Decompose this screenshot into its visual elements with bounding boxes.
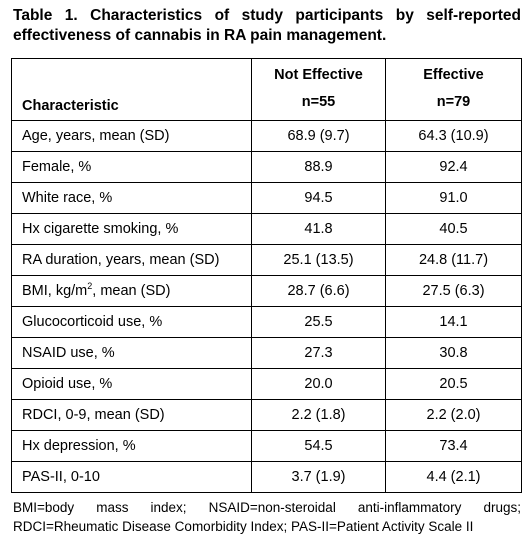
cell-effective: 14.1 bbox=[385, 306, 522, 338]
cell-not-effective: 25.5 bbox=[251, 306, 386, 338]
table-footnote: BMI=body mass index; NSAID=non-steroidal… bbox=[13, 500, 521, 534]
cell-effective: 30.8 bbox=[385, 337, 522, 369]
cell-not-effective: 27.3 bbox=[251, 337, 386, 369]
cell-not-effective: 2.2 (1.8) bbox=[251, 399, 386, 431]
row-label: Opioid use, % bbox=[11, 368, 252, 400]
cell-not-effective: 41.8 bbox=[251, 213, 386, 245]
row-label: White race, % bbox=[11, 182, 252, 214]
table-row: Female, % 88.9 92.4 bbox=[11, 151, 522, 183]
row-label: RDCI, 0-9, mean (SD) bbox=[11, 399, 252, 431]
table-row: Hx depression, % 54.5 73.4 bbox=[11, 430, 522, 462]
header-not-effective-title: Not Effective bbox=[274, 67, 363, 83]
table-row: BMI, kg/m2, mean (SD) 28.7 (6.6) 27.5 (6… bbox=[11, 275, 522, 307]
header-not-effective-n: n=55 bbox=[301, 94, 336, 110]
cell-not-effective: 94.5 bbox=[251, 182, 386, 214]
table-row: Age, years, mean (SD) 68.9 (9.7) 64.3 (1… bbox=[11, 120, 522, 152]
table-caption: Table 1. Characteristics of study partic… bbox=[13, 7, 521, 44]
header-effective: Effective n=79 bbox=[385, 58, 522, 121]
row-label: Hx cigarette smoking, % bbox=[11, 213, 252, 245]
row-label-main: BMI, kg/m bbox=[22, 283, 88, 299]
cell-effective: 4.4 (2.1) bbox=[385, 461, 522, 493]
cell-not-effective: 68.9 (9.7) bbox=[251, 120, 386, 152]
table-row: PAS-II, 0-10 3.7 (1.9) 4.4 (2.1) bbox=[11, 461, 522, 493]
row-label: NSAID use, % bbox=[11, 337, 252, 369]
row-label: RA duration, years, mean (SD) bbox=[11, 244, 252, 276]
cell-effective: 20.5 bbox=[385, 368, 522, 400]
cell-effective: 2.2 (2.0) bbox=[385, 399, 522, 431]
table-row: Opioid use, % 20.0 20.5 bbox=[11, 368, 522, 400]
cell-effective: 24.8 (11.7) bbox=[385, 244, 522, 276]
cell-effective: 91.0 bbox=[385, 182, 522, 214]
table-row: NSAID use, % 27.3 30.8 bbox=[11, 337, 522, 369]
row-label: Female, % bbox=[11, 151, 252, 183]
cell-effective: 27.5 (6.3) bbox=[385, 275, 522, 307]
table-row: RA duration, years, mean (SD) 25.1 (13.5… bbox=[11, 244, 522, 276]
row-label: BMI, kg/m2, mean (SD) bbox=[11, 275, 252, 307]
table-row: White race, % 94.5 91.0 bbox=[11, 182, 522, 214]
header-not-effective: Not Effective n=55 bbox=[251, 58, 386, 121]
cell-effective: 73.4 bbox=[385, 430, 522, 462]
row-label-superscript: 2 bbox=[87, 281, 93, 291]
header-characteristic: Characteristic bbox=[11, 58, 252, 121]
header-effective-title: Effective bbox=[423, 67, 484, 83]
table-row: RDCI, 0-9, mean (SD) 2.2 (1.8) 2.2 (2.0) bbox=[11, 399, 522, 431]
table-row: Glucocorticoid use, % 25.5 14.1 bbox=[11, 306, 522, 338]
row-label-suffix: , mean (SD) bbox=[92, 283, 171, 299]
table-header-row: Characteristic Not Effective n=55 Effect… bbox=[11, 58, 522, 121]
table-row: Hx cigarette smoking, % 41.8 40.5 bbox=[11, 213, 522, 245]
row-label: Glucocorticoid use, % bbox=[11, 306, 252, 338]
row-label: PAS-II, 0-10 bbox=[11, 461, 252, 493]
characteristics-table: Characteristic Not Effective n=55 Effect… bbox=[11, 58, 522, 493]
header-effective-n: n=79 bbox=[436, 94, 471, 110]
row-label: Age, years, mean (SD) bbox=[11, 120, 252, 152]
cell-not-effective: 28.7 (6.6) bbox=[251, 275, 386, 307]
cell-not-effective: 20.0 bbox=[251, 368, 386, 400]
cell-not-effective: 3.7 (1.9) bbox=[251, 461, 386, 493]
cell-effective: 92.4 bbox=[385, 151, 522, 183]
cell-not-effective: 25.1 (13.5) bbox=[251, 244, 386, 276]
row-label: Hx depression, % bbox=[11, 430, 252, 462]
cell-not-effective: 54.5 bbox=[251, 430, 386, 462]
cell-effective: 64.3 (10.9) bbox=[385, 120, 522, 152]
cell-effective: 40.5 bbox=[385, 213, 522, 245]
cell-not-effective: 88.9 bbox=[251, 151, 386, 183]
